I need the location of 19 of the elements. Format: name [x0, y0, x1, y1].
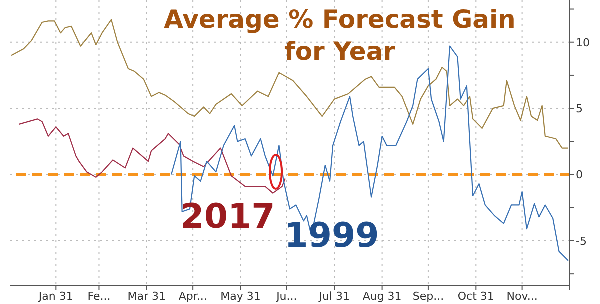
x-tick-label: Apr... — [178, 290, 208, 303]
x-tick-label: Oct 31 — [458, 290, 494, 303]
x-tick-label: Jan 31 — [38, 290, 74, 303]
x-tick-label: Nov... — [506, 290, 538, 303]
text: Average % Forecast Gain for Year — [164, 5, 516, 66]
series-label: 1999 — [284, 216, 380, 256]
y-tick-label: 0 — [576, 168, 583, 182]
y-tick-label: -5 — [576, 234, 587, 248]
x-tick-label: Fe... — [88, 290, 111, 303]
line-series — [18, 118, 286, 194]
x-tick-label: May 31 — [220, 290, 261, 303]
y-tick-label: 10 — [576, 36, 590, 50]
y-tick-label: 5 — [576, 102, 583, 116]
x-tick-label: Mar 31 — [128, 290, 166, 303]
x-tick-label: Sep... — [412, 290, 444, 303]
x-tick-label: Aug 31 — [362, 290, 402, 303]
x-tick-label: Ju... — [276, 290, 298, 303]
series-label: 2017 — [180, 197, 276, 237]
x-tick-label: Jul 31 — [318, 290, 350, 303]
